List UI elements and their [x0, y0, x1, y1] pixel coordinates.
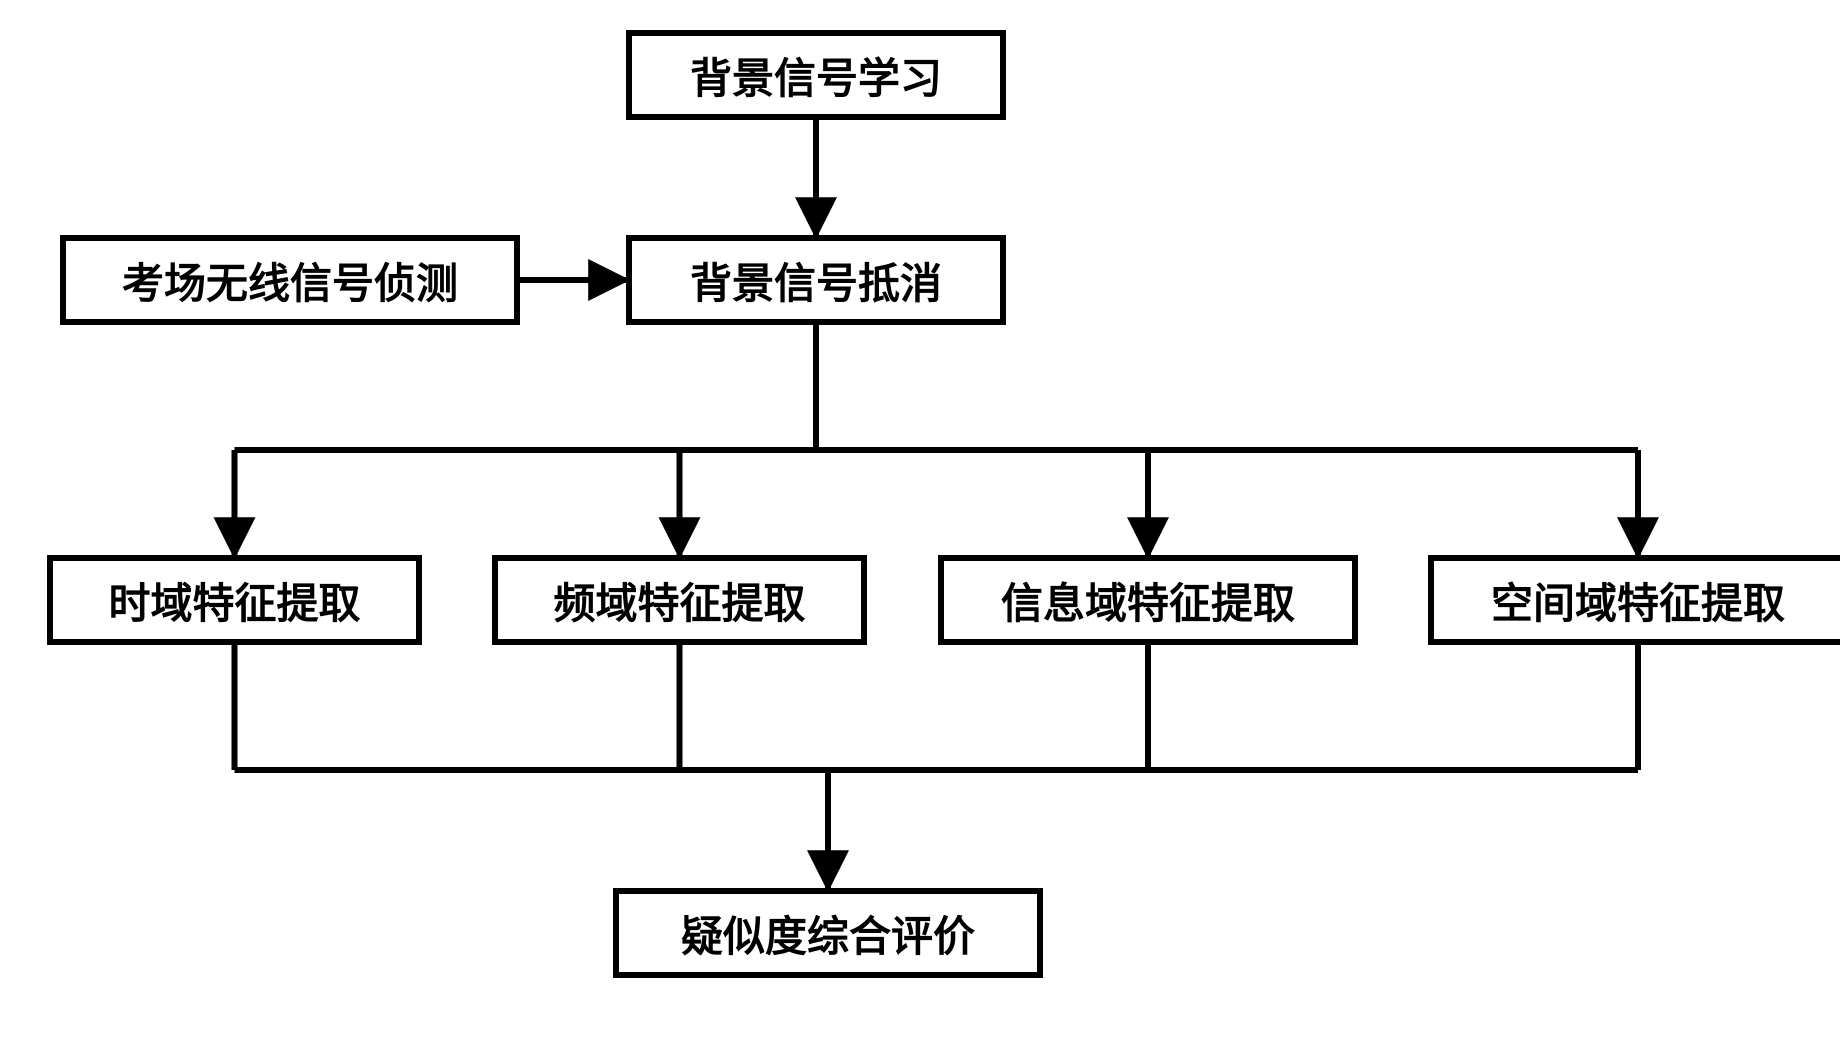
node-n6: 信息域特征提取 [938, 555, 1358, 645]
node-n2: 考场无线信号侦测 [60, 235, 520, 325]
node-n3: 背景信号抵消 [626, 235, 1006, 325]
node-n4: 时域特征提取 [47, 555, 422, 645]
node-n1: 背景信号学习 [626, 30, 1006, 120]
node-n7: 空间域特征提取 [1428, 555, 1840, 645]
node-n5: 频域特征提取 [492, 555, 867, 645]
node-n8: 疑似度综合评价 [613, 888, 1043, 978]
